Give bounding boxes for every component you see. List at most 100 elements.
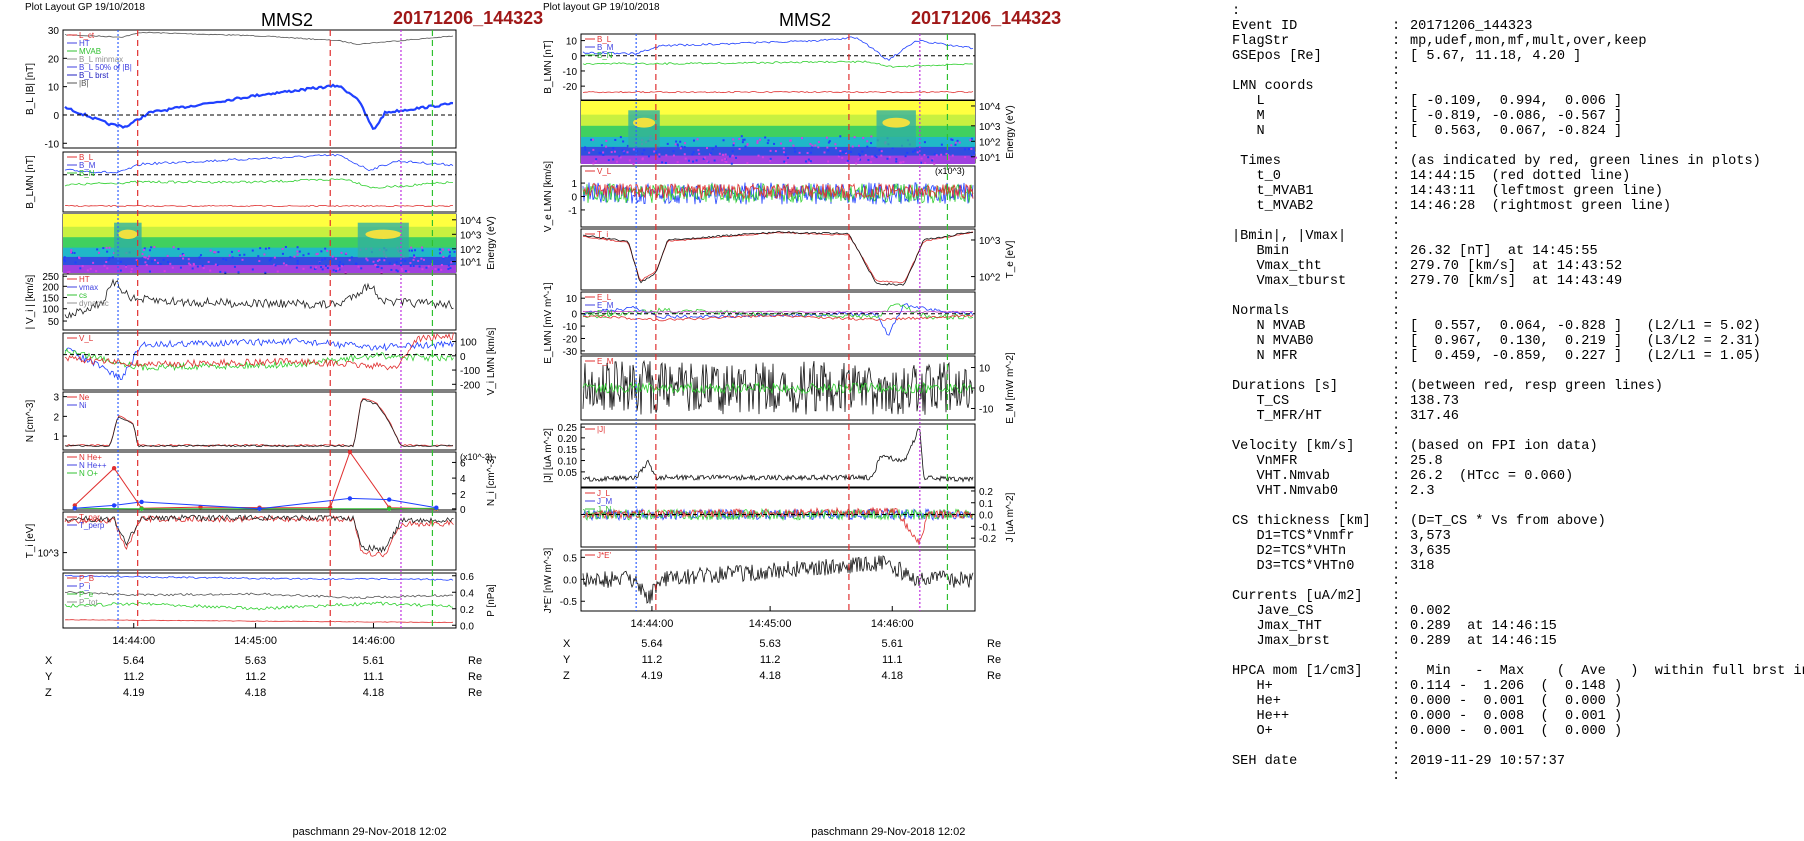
spectrogram-pixel [927,156,930,159]
series-line [64,204,454,208]
spectrogram-pixel [105,260,108,263]
spectrogram-pixel [769,149,772,152]
y-tick-label: 0.25 [558,423,578,434]
legend-entry: HT [79,275,90,284]
spectrogram-pixel [619,136,622,139]
spectrogram-pixel [807,158,810,161]
spectrogram-pixel [321,258,324,261]
axis-multiplier: (x10^3) [935,166,965,176]
spectrogram-pixel [692,139,695,142]
info-value: Min - Max ( Ave ) within full brst int [1410,664,1804,679]
info-colon: : [1392,184,1401,199]
spectrogram-pixel [237,271,240,274]
info-colon: : [1392,319,1401,334]
spectrogram-pixel [859,158,862,161]
legend-entry: B_N [597,51,613,60]
spectrogram-pixel [159,263,162,266]
spectrogram-pixel [626,151,629,154]
spectrogram-pixel [360,267,363,270]
spectrogram-pixel [285,264,288,267]
series-line [64,398,454,448]
info-colon: : [1392,769,1401,784]
spectrogram-pixel [592,162,595,165]
spectrogram-pixel [794,150,797,153]
y-tick-label: 10^3 [38,549,60,560]
info-row: : [1232,64,1802,79]
spectrogram-pixel [973,151,976,154]
spectrogram-pixel [198,256,201,259]
spectrogram-pixel [838,153,841,156]
spectrogram-pixel [172,246,175,249]
ephem-unit: Re [987,654,1001,666]
y-axis-label: N [cm^-3] [25,400,36,443]
spectrogram-pixel [339,261,342,264]
info-key: HPCA mom [1/cm3] [1232,664,1363,679]
info-row: t_MVAB1:14:43:11 (leftmost green line) [1232,184,1802,199]
spectrogram-pixel [354,262,357,265]
y-tick-label-right: 0.0 [979,511,993,522]
spectrogram-pixel [792,144,795,147]
legend-entry: MVAB [79,47,101,56]
spectrogram-pixel [298,250,301,253]
footer-credit: paschmann 29-Nov-2018 12:02 [292,826,446,838]
info-row: : [1232,4,1802,19]
spectrogram-pixel [738,148,741,151]
spectrogram-pixel [136,265,139,268]
info-colon: : [1392,604,1401,619]
spectrogram-pixel [340,251,343,254]
y-tick-label-right: -100 [460,366,480,377]
spectrogram-pixel [858,153,861,156]
info-row: Times: (as indicated by red, green lines … [1232,154,1802,169]
spectrogram-pixel [207,260,210,263]
y-axis-label: T_e [eV] [1005,240,1016,278]
series-line [582,381,974,395]
info-key: D3=TCS*VHTn0 [1232,559,1355,574]
spectrogram-pixel [73,252,76,255]
y-tick-label: -20 [563,82,578,93]
y-tick-label: 0 [571,310,577,321]
spectrogram-pixel [202,267,205,270]
info-colon: : [1392,394,1401,409]
spectrogram-pixel [612,147,615,150]
info-colon: : [1392,514,1401,529]
info-row: : [1232,364,1802,379]
y-tick-label-right: 0.2 [460,605,474,616]
spectrogram-pixel [880,154,883,157]
spectrogram-pixel [276,270,279,273]
spectrogram-pixel [817,140,820,143]
info-row: GSEpos [Re]: [ 5.67, 11.18, 4.20 ] [1232,49,1802,64]
y-tick-label-right: 0 [460,505,466,516]
spectrogram-pixel [407,270,410,273]
spectrogram-pixel [740,135,743,138]
spectrogram-pixel [438,248,441,251]
spectrogram-pixel [784,153,787,156]
spectrogram-pixel [810,146,813,149]
info-row: H+:0.114 - 1.206 ( 0.148 ) [1232,679,1802,694]
y-tick-label: -10 [45,139,60,150]
spectrogram-pixel [77,256,80,259]
series-line [64,397,454,447]
info-value: mp,udef,mon,mf,mult,over,keep [1410,34,1647,49]
spectrogram-pixel [764,136,767,139]
spectrogram-pixel [871,155,874,158]
spectrogram-pixel [71,251,74,254]
legend-entry: |J| [597,425,605,434]
spectrogram-pixel [738,137,741,140]
y-axis-label: B_LMN [nT] [543,40,554,94]
panel-3: 1 0 -1 V_e LMN [km/s] (x10^3) V_L [543,161,976,232]
series-line [582,230,974,286]
spectrogram-peak [365,229,402,239]
info-colon: : [1392,34,1401,49]
legend-entry: J_M [597,497,612,506]
y-axis-label: T_i [eV] [25,524,36,559]
info-row: N MVAB: [ 0.557, 0.064, -0.828 ] (L2/L1 =… [1232,319,1802,334]
spectrogram-pixel [902,160,905,163]
spectrogram-pixel [732,144,735,147]
panel-frame [62,572,457,629]
legend-entry: B_M [597,43,614,52]
info-colon: : [1392,139,1401,154]
spectrogram-pixel [895,158,898,161]
spectrogram-pixel [904,155,907,158]
legend-entry: E_M [597,357,614,366]
spectrogram-pixel [365,257,368,260]
